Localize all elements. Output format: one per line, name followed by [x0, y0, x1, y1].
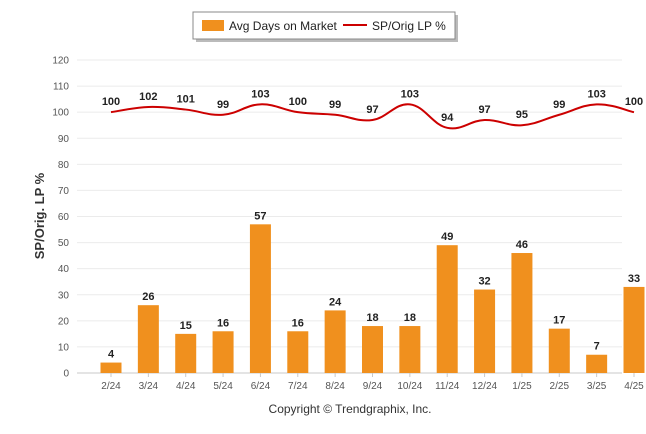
y-tick-label: 120 — [52, 56, 69, 67]
x-tick-label: 4/25 — [624, 381, 644, 392]
bar-value-label: 33 — [628, 273, 640, 285]
line-value-label: 99 — [553, 99, 565, 111]
y-tick-label: 100 — [52, 108, 69, 119]
line-value-label: 100 — [102, 96, 120, 108]
x-tick-label: 7/24 — [288, 381, 308, 392]
x-tick-label: 8/24 — [325, 381, 345, 392]
legend-line-label: SP/Orig LP % — [372, 19, 446, 33]
bar-value-label: 32 — [478, 276, 490, 288]
bar-value-label: 49 — [441, 231, 453, 243]
bar — [287, 331, 309, 373]
bar-value-label: 16 — [292, 317, 304, 329]
legend-bar-swatch — [202, 20, 224, 31]
bar-value-label: 26 — [142, 291, 154, 303]
bar-value-label: 4 — [108, 349, 115, 361]
line-value-label: 101 — [177, 94, 195, 106]
x-tick-label: 6/24 — [251, 381, 271, 392]
bar — [212, 331, 234, 373]
bar — [586, 354, 608, 373]
x-tick-label: 4/24 — [176, 381, 196, 392]
bar — [399, 326, 421, 373]
bar-labels: 4 26 15 16 57 16 24 18 18 49 32 46 17 7 33 — [108, 210, 640, 360]
y-tick-label: 70 — [58, 186, 70, 197]
x-tick-label: 12/24 — [472, 381, 497, 392]
copyright-text: Copyright © Trendgraphix, Inc. — [269, 402, 432, 416]
bar — [249, 224, 271, 373]
x-axis-ticks: 2/24 3/24 4/24 5/24 6/24 7/24 8/24 9/24 10/24 11/… — [101, 373, 644, 392]
line-value-label: 100 — [289, 96, 307, 108]
line-value-label: 95 — [516, 109, 528, 121]
bars — [100, 224, 645, 373]
bar-value-label: 57 — [254, 210, 266, 222]
line-series — [110, 103, 635, 130]
bar — [362, 326, 383, 373]
bar — [137, 305, 159, 373]
line-value-label: 103 — [401, 88, 419, 100]
bar — [175, 333, 197, 373]
line-value-label: 103 — [587, 88, 605, 100]
x-tick-label: 3/25 — [587, 381, 607, 392]
line-labels: 100 102 101 99 103 100 99 97 103 94 97 95 99 103 100 — [102, 88, 643, 123]
y-tick-label: 110 — [53, 82, 69, 93]
x-tick-label: 10/24 — [397, 381, 422, 392]
bar — [474, 289, 496, 373]
bar — [548, 328, 570, 373]
line-value-label: 97 — [366, 104, 378, 116]
y-tick-label: 80 — [58, 160, 70, 171]
legend-bar-label: Avg Days on Market — [229, 19, 337, 33]
legend-box — [192, 11, 456, 40]
x-tick-label: 3/24 — [139, 381, 159, 392]
x-tick-label: 9/24 — [363, 381, 383, 392]
bar — [511, 253, 533, 373]
line-value-label: 97 — [478, 104, 490, 116]
bar-value-label: 46 — [516, 239, 528, 251]
bar-value-label: 18 — [404, 312, 416, 324]
x-tick-label: 11/24 — [435, 381, 460, 392]
y-tick-label: 10 — [58, 342, 70, 353]
line-value-label: 100 — [625, 96, 643, 108]
x-tick-label: 2/24 — [101, 381, 121, 392]
legend: Avg Days on Market SP/Orig LP % — [192, 11, 458, 42]
line-value-label: 99 — [329, 99, 341, 111]
bar-value-label: 18 — [366, 312, 378, 324]
y-axis-title: SP/Orig. LP % — [32, 172, 47, 259]
y-axis-ticks: 0 10 20 30 40 50 60 70 80 90 100 110 120 — [52, 56, 69, 380]
bar — [623, 286, 645, 373]
x-tick-label: 1/25 — [512, 381, 532, 392]
line-value-label: 102 — [139, 91, 157, 103]
y-tick-label: 20 — [58, 316, 70, 327]
bar — [100, 362, 122, 373]
y-tick-label: 40 — [58, 264, 70, 275]
bar-value-label: 16 — [217, 317, 229, 329]
y-tick-label: 0 — [63, 369, 69, 380]
line-value-label: 94 — [441, 112, 454, 124]
y-tick-label: 60 — [58, 212, 70, 223]
y-tick-label: 30 — [58, 290, 70, 301]
x-tick-label: 5/24 — [213, 381, 233, 392]
y-tick-label: 50 — [58, 238, 70, 249]
bar-value-label: 7 — [594, 341, 600, 353]
x-tick-label: 2/25 — [550, 381, 570, 392]
line-value-label: 99 — [217, 99, 229, 111]
bar-value-label: 24 — [329, 296, 342, 308]
y-tick-label: 90 — [58, 134, 70, 145]
bar-value-label: 17 — [553, 315, 565, 327]
bar — [436, 245, 458, 373]
bar — [324, 310, 346, 373]
line-value-label: 103 — [251, 88, 269, 100]
bar-value-label: 15 — [180, 320, 192, 332]
